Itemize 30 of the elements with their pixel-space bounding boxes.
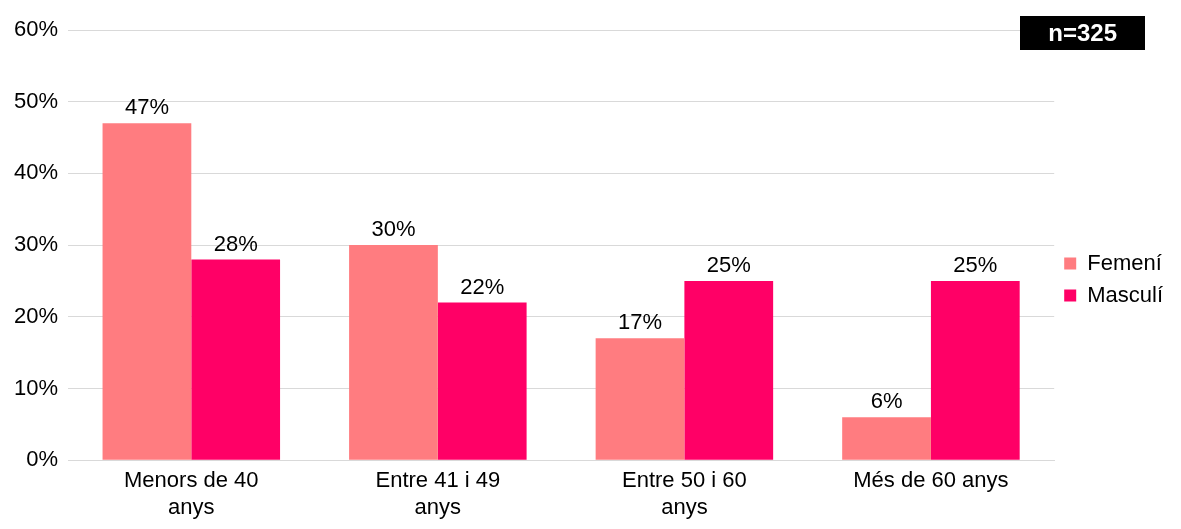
data-label: 25% xyxy=(953,252,998,278)
bar xyxy=(930,280,1020,460)
bar xyxy=(191,259,281,460)
x-tick-label: Menors de 40 anys xyxy=(124,467,259,519)
data-label: 25% xyxy=(706,252,751,278)
x-tick-label: Entre 41 i 49 anys xyxy=(375,467,501,519)
y-tick-label: 10% xyxy=(13,374,59,400)
y-tick-label: 60% xyxy=(13,16,59,42)
y-tick-label: 50% xyxy=(13,87,59,113)
bar xyxy=(437,302,527,460)
bar xyxy=(842,417,931,460)
data-label: 28% xyxy=(213,230,258,256)
data-label: 17% xyxy=(617,309,663,335)
bar xyxy=(102,123,192,460)
bar xyxy=(684,280,774,460)
y-tick-label: 30% xyxy=(13,231,59,257)
bar xyxy=(595,338,685,460)
data-label: 6% xyxy=(870,388,903,414)
annotation: n=325 xyxy=(1020,16,1145,50)
data-label: 47% xyxy=(124,94,169,120)
legend-label: Masculí xyxy=(1087,281,1163,307)
bar xyxy=(349,245,438,460)
y-tick-label: 0% xyxy=(26,446,59,472)
y-tick-label: 20% xyxy=(13,302,59,328)
data-label: 30% xyxy=(371,216,416,242)
y-tick-label: 40% xyxy=(13,159,59,185)
data-label: 22% xyxy=(460,273,505,299)
x-tick-label: Més de 60 anys xyxy=(853,467,1009,493)
legend-label: Femení xyxy=(1087,249,1162,275)
x-tick-label: Entre 50 i 60 anys xyxy=(622,467,747,519)
